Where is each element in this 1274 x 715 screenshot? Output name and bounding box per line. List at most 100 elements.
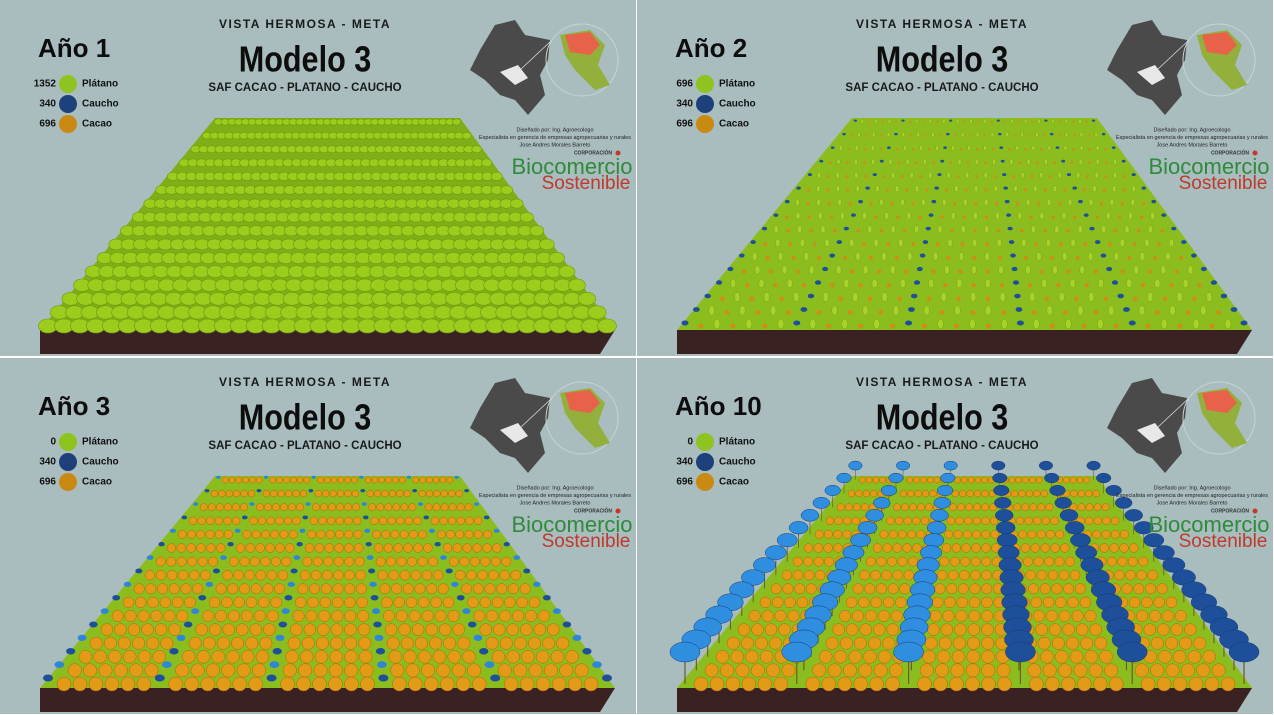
cacao-plant xyxy=(762,323,768,329)
cacao-plant xyxy=(98,663,113,678)
banana-plant xyxy=(935,145,939,151)
banana-plant xyxy=(752,252,758,261)
cacao-plant xyxy=(490,556,501,567)
cacao-plant xyxy=(1070,161,1074,165)
region-map xyxy=(1137,423,1165,443)
cacao-plant xyxy=(829,282,835,288)
cacao-plant xyxy=(730,650,744,664)
banana-plant xyxy=(1052,265,1058,275)
cacao-plant xyxy=(970,570,981,581)
cacao-plant xyxy=(929,489,937,498)
cacao-plant xyxy=(574,663,589,678)
cacao-plant xyxy=(375,556,386,567)
cacao-plant xyxy=(421,663,436,678)
cacao-plant xyxy=(317,476,324,484)
cacao-plant xyxy=(436,529,446,539)
model-title: Modelo 3 xyxy=(239,398,372,438)
cacao-plant xyxy=(283,476,290,484)
rubber-tree xyxy=(865,509,884,522)
cacao-plant xyxy=(507,583,519,595)
cacao-plant xyxy=(886,242,891,247)
cacao-plant xyxy=(936,650,951,664)
banana-plant xyxy=(1057,172,1062,179)
cacao-plant xyxy=(958,269,963,274)
banana-plant xyxy=(734,292,741,302)
cacao-plant xyxy=(233,570,244,581)
cacao-plant xyxy=(865,134,868,137)
cacao-plant xyxy=(737,623,751,636)
cacao-plant xyxy=(368,503,377,512)
cacao-plant xyxy=(296,676,311,692)
cacao-plant xyxy=(472,543,482,553)
cacao-plant xyxy=(208,556,219,567)
cacao-plant xyxy=(973,228,977,233)
banana-plant xyxy=(852,292,859,302)
cacao-plant xyxy=(437,583,449,595)
cacao-plant xyxy=(858,323,864,329)
cacao-plant xyxy=(895,596,907,609)
banana-plant xyxy=(1061,212,1067,220)
cacao-plant xyxy=(851,516,861,525)
banana-plant xyxy=(1033,318,1040,330)
rubber-tree xyxy=(896,460,911,471)
cacao-plant xyxy=(188,516,198,525)
municipality-highlight xyxy=(1202,32,1237,55)
cacao-plant xyxy=(984,215,989,219)
credit-line: Jose Andres Morales Barreto xyxy=(520,142,591,148)
cacao-plant xyxy=(1007,147,1011,151)
cacao-plant xyxy=(974,476,982,484)
rubber-tree xyxy=(378,674,389,682)
banana-plant xyxy=(1088,292,1095,302)
cacao-plant xyxy=(485,636,499,650)
cacao-plant xyxy=(828,161,832,165)
cacao-plant xyxy=(1083,242,1088,247)
cacao-plant xyxy=(882,543,893,553)
cacao-plant xyxy=(794,583,806,595)
rubber-tree xyxy=(1054,497,1072,509)
rubber-tree xyxy=(406,475,412,479)
rubber-tree xyxy=(796,186,801,190)
country-map xyxy=(1107,20,1187,115)
cacao-plant xyxy=(137,650,152,664)
cacao-plant xyxy=(908,120,911,124)
logo-tag: Sostenible xyxy=(542,531,631,552)
banana-plant xyxy=(1017,212,1023,220)
cacao-plant xyxy=(1204,676,1220,692)
cacao-plant xyxy=(850,134,853,137)
rubber-tree xyxy=(552,608,561,614)
banana-plant xyxy=(1079,131,1084,138)
cacao-plant xyxy=(868,255,873,261)
cacao-plant xyxy=(221,596,233,609)
cacao-plant xyxy=(425,623,438,636)
cacao-plant xyxy=(905,188,909,192)
cacao-plant xyxy=(1156,583,1168,595)
banana-plant xyxy=(1046,198,1052,206)
cacao-plant xyxy=(262,583,274,595)
cacao-plant xyxy=(266,610,279,622)
banana-plant xyxy=(972,238,978,247)
cacao-plant xyxy=(1099,543,1109,553)
rubber-tree xyxy=(360,488,366,493)
rubber-tree xyxy=(227,541,234,547)
banana-plant xyxy=(1031,225,1036,234)
cacao-plant xyxy=(249,476,256,484)
cacao-plant xyxy=(240,489,248,498)
cacao-plant xyxy=(1062,309,1068,315)
cacao-plant xyxy=(902,228,907,233)
cacao-plant xyxy=(311,570,322,581)
banana-plant xyxy=(1130,198,1136,206)
rubber-tree xyxy=(169,528,176,533)
cacao-plant xyxy=(782,583,794,595)
cacao-plant xyxy=(1073,663,1088,678)
banana-plant xyxy=(1058,292,1065,302)
cacao-plant xyxy=(192,583,204,595)
cacao-plant xyxy=(525,610,538,622)
cacao-plant xyxy=(223,503,232,512)
cacao-plant xyxy=(353,529,363,539)
cacao-plant xyxy=(377,570,388,581)
year: Año 2 xyxy=(675,33,747,63)
cacao-plant xyxy=(1103,296,1109,302)
cacao-plant xyxy=(324,543,334,553)
cacao-plant xyxy=(354,543,364,553)
rubber-tree xyxy=(366,555,374,560)
